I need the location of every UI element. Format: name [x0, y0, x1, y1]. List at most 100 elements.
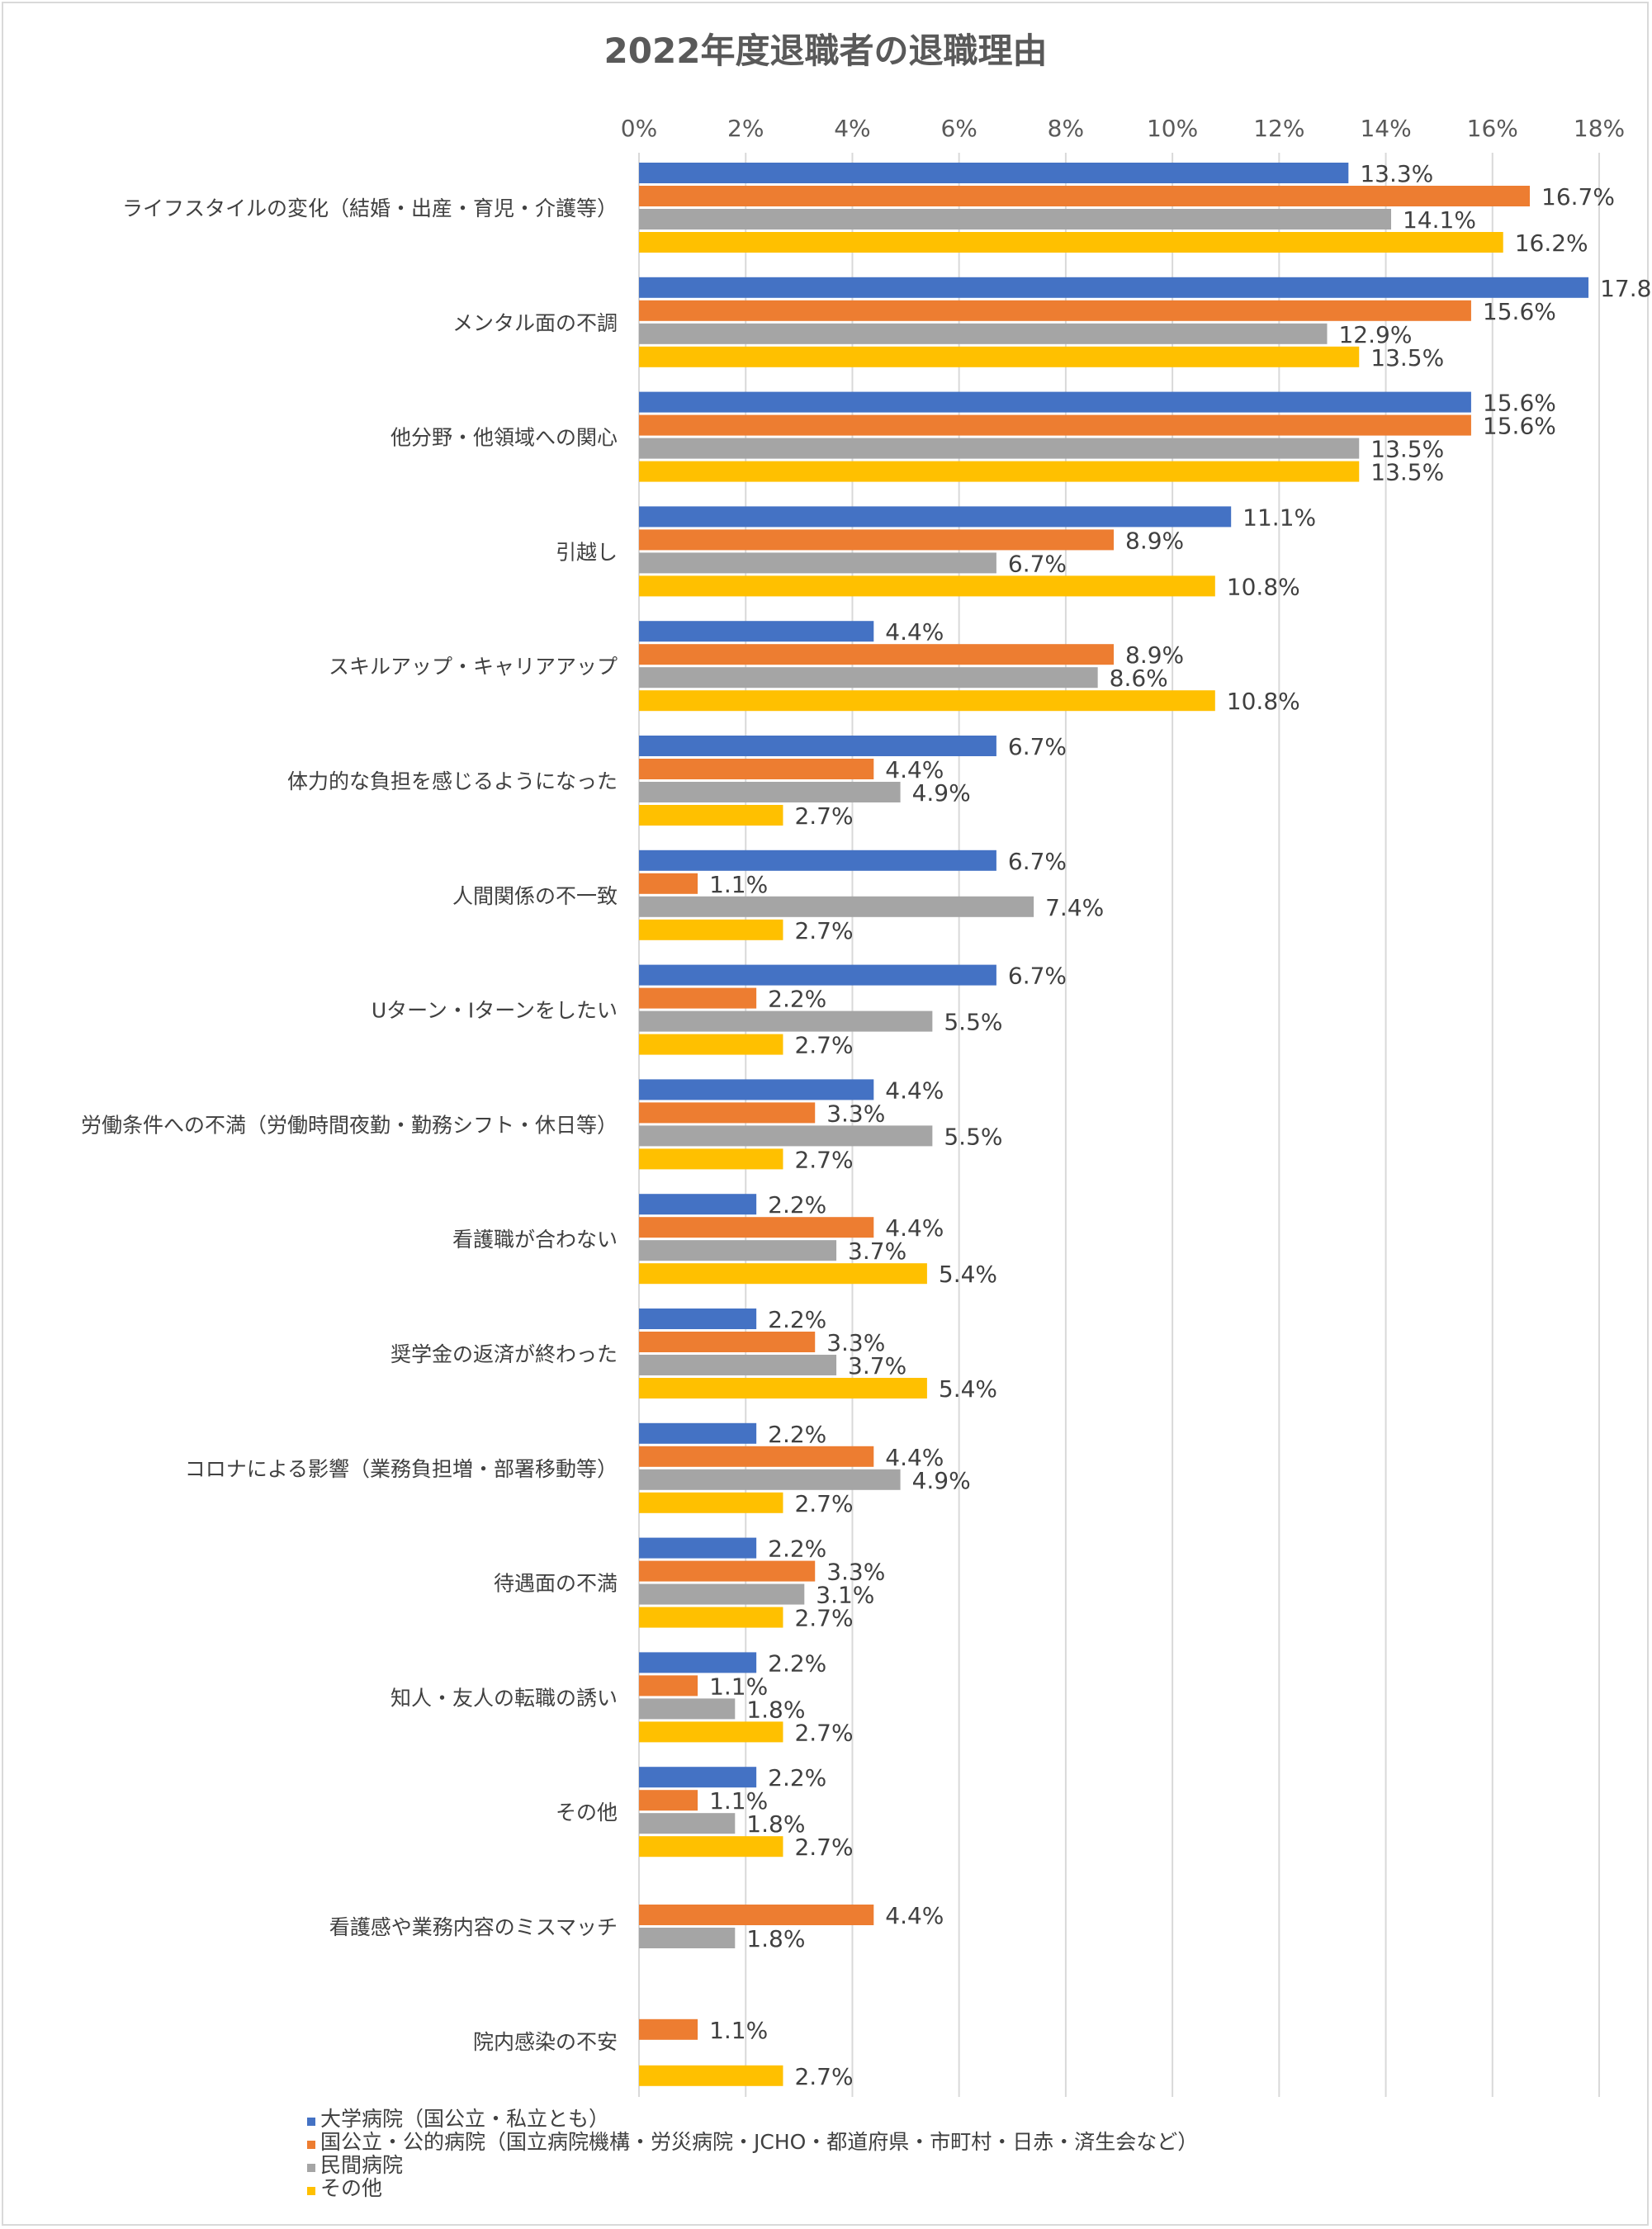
data-label: 15.6% [1483, 298, 1556, 325]
bar [639, 1263, 927, 1285]
data-label: 15.6% [1483, 413, 1556, 440]
data-label: 2.2% [768, 1764, 826, 1791]
data-label: 4.4% [885, 1444, 944, 1471]
data-label: 4.4% [885, 1214, 944, 1242]
data-labels: 13.3%16.7%14.1%16.2%17.8%15.6%12.9%13.5%… [709, 160, 1652, 2090]
data-label: 15.6% [1483, 390, 1556, 417]
category-label: 他分野・他領域への関心 [391, 426, 618, 450]
data-label: 13.5% [1370, 344, 1444, 372]
x-tick-label: 8% [1048, 115, 1084, 142]
bar [639, 163, 1349, 183]
data-label: 6.7% [1008, 848, 1067, 875]
bar [639, 805, 783, 826]
data-label: 2.2% [768, 1649, 826, 1677]
bar [639, 1422, 757, 1444]
x-tick-label: 12% [1253, 115, 1304, 142]
bar [639, 232, 1503, 253]
bar [639, 1607, 783, 1628]
bar [639, 919, 783, 940]
data-label: 1.1% [709, 1787, 768, 1815]
bar [639, 690, 1215, 712]
x-tick-label: 18% [1574, 115, 1625, 142]
bar [639, 1332, 816, 1352]
x-axis-ticks: 0% 2% 4% 6% 8% 10% 12% 14% 16% 18% [621, 115, 1625, 142]
data-label: 2.7% [794, 1490, 853, 1517]
bar [639, 2018, 698, 2040]
data-label: 4.4% [885, 756, 944, 783]
legend-swatch [307, 2187, 315, 2195]
bar [639, 1652, 757, 1673]
chart-title: 2022年度退職者の退職理由 [604, 31, 1048, 71]
data-label: 4.4% [885, 618, 944, 646]
x-tick-label: 10% [1147, 115, 1198, 142]
bar [639, 1378, 927, 1398]
data-label: 2.2% [768, 1191, 826, 1219]
data-label: 2.2% [768, 986, 826, 1013]
category-label: Uターン・Iターンをしたい [372, 999, 618, 1023]
bar [639, 1010, 933, 1032]
legend-swatch [307, 2118, 315, 2126]
bar [639, 1560, 816, 1582]
category-label: 院内感染の不安 [473, 2030, 618, 2054]
bar [639, 782, 901, 802]
bar [639, 1836, 783, 1858]
bar [639, 1240, 837, 1261]
bar [639, 896, 1034, 917]
category-label: その他 [556, 1801, 618, 1824]
category-label: 人間関係の不一致 [452, 884, 618, 908]
data-label: 6.7% [1008, 733, 1067, 760]
data-label: 13.5% [1370, 459, 1444, 486]
bar [639, 1355, 837, 1375]
bar [639, 391, 1471, 413]
bar [639, 1309, 757, 1329]
bar [639, 849, 996, 871]
legend-swatch [307, 2164, 315, 2172]
bar [639, 529, 1115, 551]
legend-label: 大学病院（国公立・私立とも） [320, 2107, 609, 2131]
bar [639, 552, 996, 574]
data-label: 2.2% [768, 1536, 826, 1563]
legend-label: 民間病院 [320, 2153, 403, 2177]
x-tick-label: 16% [1467, 115, 1518, 142]
data-label: 2.2% [768, 1306, 826, 1333]
bar [639, 873, 698, 894]
category-label: 看護感や業務内容のミスマッチ [329, 1915, 618, 1939]
bar [639, 438, 1360, 459]
bar [639, 1721, 783, 1743]
data-label: 3.1% [816, 1582, 874, 1609]
bar [639, 1469, 901, 1490]
data-label: 3.3% [826, 1329, 885, 1356]
data-label: 2.7% [794, 2063, 853, 2090]
bar [639, 1102, 816, 1124]
data-label: 5.4% [939, 1375, 997, 1403]
data-label: 3.3% [826, 1100, 885, 1127]
data-label: 17.8% [1600, 275, 1652, 302]
bar [639, 300, 1471, 321]
bar [639, 414, 1471, 436]
category-label: 労働条件への不満（労働時間夜勤・勤務シフト・休日等） [81, 1113, 618, 1137]
data-label: 1.1% [709, 1673, 768, 1700]
legend-label: 国公立・公的病院（国立病院機構・労災病院・JCHO・都道府県・市町村・日赤・済生… [320, 2130, 1198, 2154]
data-label: 2.7% [794, 1719, 853, 1746]
data-label: 5.5% [944, 1123, 1002, 1150]
data-label: 5.5% [944, 1009, 1002, 1036]
data-label: 8.9% [1125, 641, 1184, 669]
category-label: 待遇面の不満 [494, 1572, 618, 1596]
bar [639, 1928, 736, 1948]
x-tick-label: 2% [727, 115, 764, 142]
bar [639, 1790, 698, 1811]
data-label: 4.9% [912, 1467, 971, 1494]
bar [639, 1217, 874, 1238]
data-label: 8.9% [1125, 527, 1184, 554]
category-label: コロナによる影響（業務負担増・部署移動等） [185, 1457, 618, 1481]
data-label: 2.7% [794, 1032, 853, 1059]
data-label: 10.8% [1227, 573, 1300, 600]
bar [639, 759, 874, 779]
data-label: 13.5% [1370, 436, 1444, 463]
data-label: 2.7% [794, 1605, 853, 1632]
legend-label: その他 [320, 2176, 382, 2200]
x-tick-label: 6% [940, 115, 977, 142]
bar [639, 575, 1215, 597]
